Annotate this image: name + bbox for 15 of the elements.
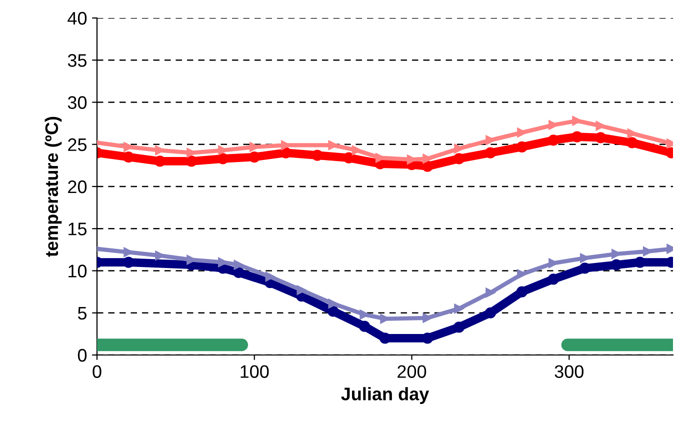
y-tick-label: 35 [68, 54, 87, 67]
y-tick-label: 15 [68, 222, 87, 236]
x-tick-label: 0 [92, 365, 102, 378]
y-axis-title: temperature (ºC) [44, 116, 62, 257]
y-tick-label: 40 [68, 12, 87, 25]
x-tick-label: 200 [398, 365, 426, 378]
y-tick-label: 5 [78, 306, 87, 320]
x-axis-title: Julian day [341, 387, 430, 404]
y-tick-label: 10 [68, 264, 87, 278]
y-tick-label: 30 [68, 96, 87, 109]
x-tick-label: 100 [240, 365, 269, 378]
x-tick-label: 300 [554, 365, 584, 378]
y-tick-label: 0 [78, 348, 87, 362]
y-tick-label: 25 [68, 138, 87, 152]
y-tick-label: 20 [68, 180, 87, 194]
